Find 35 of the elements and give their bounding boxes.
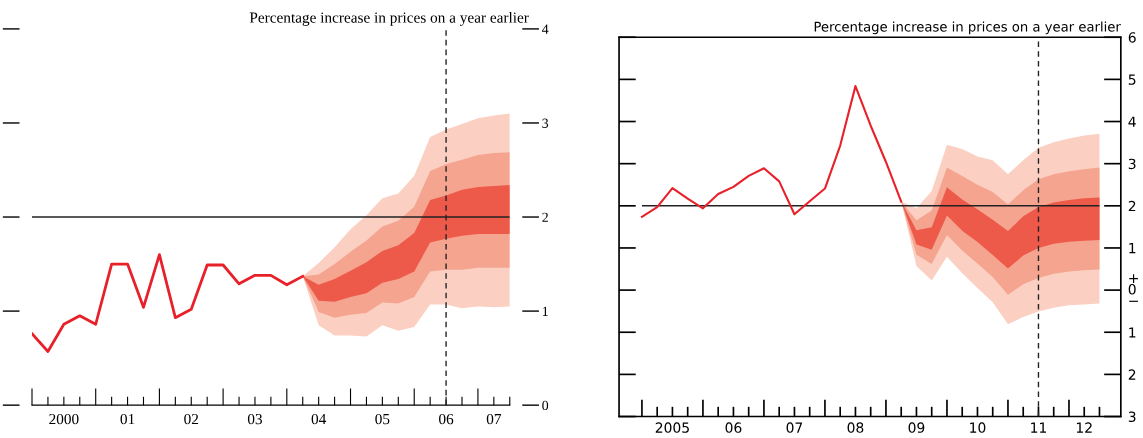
x-tick-label: 10	[970, 422, 986, 433]
line-series	[32, 253, 305, 353]
y-tick-label: 3	[1128, 158, 1136, 170]
x-tick-label: 12	[1076, 422, 1092, 433]
y-tick-label: 1	[542, 306, 548, 316]
y-axis-title: Percentage increase in prices on a year earlier	[814, 21, 1121, 35]
y-tick-label: 0	[542, 400, 549, 411]
x-tick-label: 01	[120, 413, 135, 425]
x-tick-label: 09	[908, 422, 925, 433]
y-axis-title: Percentage increase in prices on a year earlier	[249, 12, 529, 26]
x-tick-label: 05	[375, 413, 390, 425]
y-tick-label: 1	[1129, 327, 1136, 338]
y-tick-label: 1	[1129, 243, 1136, 254]
y-tick-label: 2	[1128, 200, 1136, 212]
x-tick-label: 03	[247, 413, 263, 425]
x-tick-label: 07	[486, 413, 502, 425]
y-tick-label: 2	[1128, 369, 1136, 380]
x-tick-label: 2000	[49, 413, 79, 425]
line-series	[640, 85, 903, 218]
y-tick-label: 5	[1128, 74, 1136, 85]
y-tick-label: 4	[1128, 116, 1136, 127]
y-tick-label: 6	[1128, 32, 1136, 43]
x-tick-label: 11	[1031, 422, 1047, 433]
x-tick-label: 2005	[655, 422, 689, 433]
y-tick-label: 3	[542, 118, 549, 128]
y-tick-label: 3	[1128, 411, 1136, 423]
x-tick-label: 02	[184, 413, 199, 425]
x-tick-label: 04	[311, 413, 327, 425]
x-tick-label: 06	[725, 422, 742, 433]
y-tick-label: 2	[542, 212, 548, 222]
y-tick-label: 4	[541, 24, 549, 34]
x-tick-label: 06	[439, 413, 454, 425]
y-tick-label: + 0 −	[1128, 274, 1138, 302]
x-tick-label: 08	[847, 422, 864, 433]
x-tick-label: 07	[786, 422, 803, 433]
